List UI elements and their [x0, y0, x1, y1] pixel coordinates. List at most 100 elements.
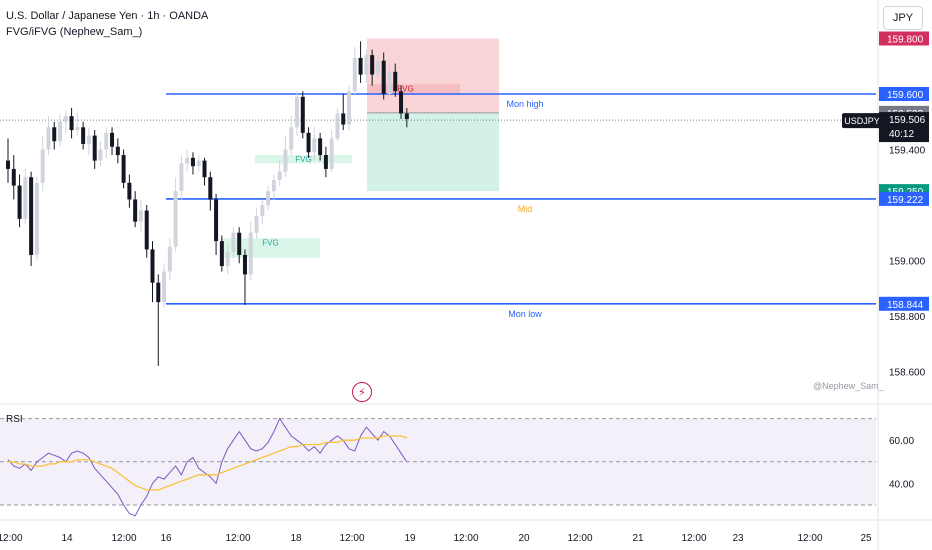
candle-body [127, 182, 132, 200]
price-tick-label: 158.800 [889, 312, 926, 323]
candle-body [312, 138, 317, 153]
candle-body [29, 177, 34, 255]
candle-body [225, 252, 230, 267]
current-price-label: 159.506 [889, 115, 926, 126]
candle-body [121, 155, 126, 183]
candle-body [277, 171, 282, 181]
candle-body [69, 116, 74, 131]
candle-body [295, 96, 299, 128]
time-tick-label: 12:00 [111, 533, 136, 544]
fvg-box [367, 84, 460, 94]
candle-body [202, 160, 207, 178]
candle-body [370, 55, 375, 75]
price-tag [879, 296, 929, 311]
time-tick-label: 19 [404, 533, 416, 544]
candle-body [306, 132, 311, 153]
symbol-tag-label: USDJPY [844, 116, 880, 126]
fvg-label: FVG [397, 84, 413, 93]
candle-body [144, 210, 149, 250]
candle-body [208, 177, 213, 200]
candle-body [150, 249, 155, 283]
candle-body [11, 168, 16, 186]
candle-body [6, 160, 10, 169]
candle-body [179, 163, 184, 192]
countdown-label: 40:12 [889, 129, 914, 140]
chart-legend: U.S. Dollar / Japanese Yen · 1h · OANDA … [6, 8, 208, 40]
candle-body [219, 241, 224, 267]
price-tag-label: 158.844 [887, 300, 924, 311]
candle-body [329, 138, 334, 169]
candle-body [185, 157, 190, 164]
author-watermark: @Nephew_Sam_ [813, 381, 884, 391]
candle-body [399, 91, 404, 114]
time-tick-label: 12:00 [797, 533, 822, 544]
candle-body [231, 232, 236, 253]
time-tick-label: 12:00 [0, 533, 23, 544]
candle-body [364, 55, 369, 75]
level-label: Mon high [506, 99, 543, 109]
candle-body [17, 185, 22, 219]
candle-body [266, 191, 271, 205]
candle-body [289, 127, 294, 150]
candle-body [375, 60, 380, 75]
candle-body [190, 157, 195, 167]
symbol-title: U.S. Dollar / Japanese Yen · 1h · OANDA [6, 10, 209, 22]
candle-body [98, 149, 103, 161]
candle-body [34, 182, 39, 255]
candle-body [335, 113, 340, 139]
price-tag-label: 159.222 [887, 195, 924, 206]
candle-body [75, 127, 80, 131]
candle-body [196, 160, 201, 167]
candle-body [358, 57, 363, 75]
candle-body [393, 71, 398, 92]
time-tick-label: 18 [290, 533, 302, 544]
fvg-label: FVG [295, 155, 311, 164]
candle-body [283, 149, 288, 172]
candle-body [52, 127, 57, 142]
candle-body [347, 91, 352, 125]
rsi-ma-line [8, 435, 408, 491]
candle-body [404, 113, 409, 119]
candle-body [63, 116, 68, 122]
candle-body [133, 199, 138, 222]
candle-body [341, 113, 346, 125]
fvg-box [221, 238, 320, 258]
candle-body [162, 271, 167, 303]
time-tick-label: 23 [732, 533, 744, 544]
currency-button[interactable]: JPY [883, 6, 923, 30]
candle-body [110, 132, 115, 147]
price-tag [879, 87, 929, 101]
candle-body [115, 146, 120, 156]
candle-body [156, 282, 161, 303]
take-profit-zone [367, 112, 499, 192]
candle-body [92, 135, 97, 161]
rsi-tick-label: 60.00 [889, 436, 914, 447]
level-label: Mid [518, 204, 533, 214]
candle-body [271, 180, 276, 192]
indicator-title: FVG/iFVG (Nephew_Sam_) [6, 26, 143, 38]
price-tag [879, 191, 929, 206]
candle-body [40, 149, 45, 183]
candle-body [173, 191, 178, 247]
candle-body [260, 205, 265, 217]
candle-body [254, 216, 259, 233]
candle-body [323, 155, 328, 169]
candle-body [46, 127, 51, 150]
candle-body [214, 199, 219, 242]
candle-body [381, 60, 386, 94]
candle-body [242, 254, 247, 275]
time-tick-label: 16 [160, 533, 172, 544]
candle-body [81, 127, 86, 144]
time-tick-label: 12:00 [225, 533, 250, 544]
price-tick-label: 159.400 [889, 146, 926, 157]
rsi-pane-label: RSI [6, 414, 23, 425]
time-tick-label: 12:00 [681, 533, 706, 544]
candle-body [86, 135, 91, 144]
price-tag [879, 31, 929, 46]
price-tag-label: 159.800 [887, 35, 924, 46]
current-price-tag [879, 112, 929, 143]
rsi-tick-label: 40.00 [889, 479, 914, 490]
lightning-icon[interactable]: ⚡ [352, 382, 372, 402]
time-tick-label: 12:00 [339, 533, 364, 544]
